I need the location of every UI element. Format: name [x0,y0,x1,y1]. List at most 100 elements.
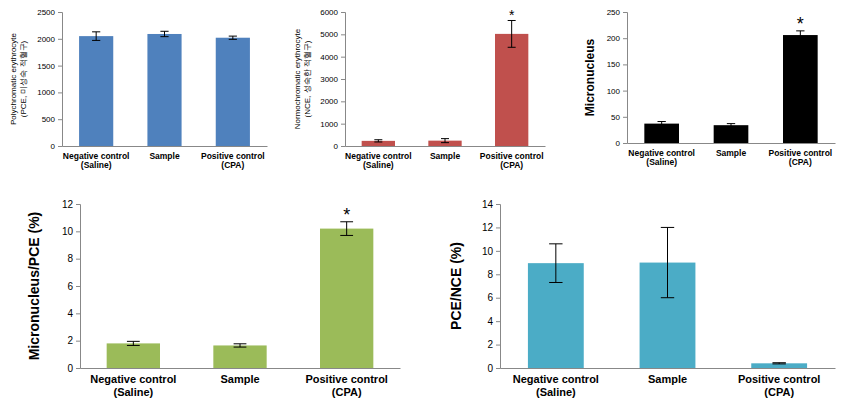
y-axis-line [58,13,63,147]
y-axis-line [76,205,81,369]
error-bar-stem [164,31,165,36]
y-tick-label: 12 [62,199,74,210]
y-tick: 0 [616,139,627,148]
error-bar [160,31,168,36]
bar [216,38,250,146]
x-axis-line [501,368,836,369]
x-axis: Negative control(Saline)SamplePositive c… [81,368,401,398]
x-tick-label: Positive control(CPA) [738,373,821,398]
y-tick: 2000 [320,97,345,106]
error-bar-cap [127,341,140,342]
y-tick-label: 2 [67,335,73,346]
error-bar-cap [727,126,735,127]
error-bar [658,122,666,126]
error-bar-cap [508,47,516,48]
error-bar-cap [160,31,168,32]
y-tick: 1000 [37,88,62,97]
x-axis: Negative control(Saline) Sample Positive c… [628,143,836,167]
y-tick-mark [341,146,345,147]
y-tick-label: 12 [482,222,494,233]
error-bar-cap [234,343,247,344]
y-tick-label: 8 [487,269,493,280]
x-axis: Negative control(Saline)SamplePositive c… [501,368,836,398]
error-bar [374,140,382,142]
y-tick-label: 250 [607,8,621,17]
y-axis-line [496,205,501,369]
x-tick-label: Sample [220,373,259,385]
error-bar [661,227,674,297]
y-tick-mark [623,91,627,92]
error-bar-stem [445,139,446,143]
y-tick-mark [58,39,62,40]
y-tick-mark [58,12,62,13]
plot-area [107,222,374,368]
y-tick: 4000 [320,53,345,62]
bar [644,124,679,143]
error-bar [549,244,562,283]
error-bar-cap [772,363,785,364]
x-tick: Sample [716,143,747,158]
y-tick-mark [58,92,62,93]
y-tick-mark [58,66,62,67]
figure: 05001000150020002500Negative control(Sal… [0,0,848,411]
y-tick: 6 [487,292,500,303]
x-tick-label: Positive control(CPA) [768,148,832,168]
y-tick: 8 [487,269,500,280]
y-tick-label: 6 [67,281,73,292]
y-tick: 0 [67,363,80,374]
x-tick: Positive control(CPA) [201,146,265,170]
y-tick-label: 0 [616,139,621,148]
y-tick: 0 [334,142,345,151]
error-bar-stem [555,244,556,283]
error-bar-cap [374,139,382,140]
y-tick-label: 0 [487,363,493,374]
y-axis: 02468101214 [482,199,501,374]
x-tick-label: Negative control(Saline) [90,373,176,398]
y-tick-mark [623,38,627,39]
x-tick-label: Sample [648,373,687,385]
error-bar-cap [92,40,100,41]
plot-area [644,31,817,143]
y-tick-label: 14 [482,199,494,210]
y-tick: 10 [482,246,500,257]
error-bar-stem [667,227,668,297]
y-tick: 10 [62,226,80,237]
error-bar-cap [160,36,168,37]
x-tick: Negative control(Saline) [628,143,695,167]
bar [362,141,395,146]
x-axis-line [63,146,268,147]
y-tick-label: 50 [611,113,620,122]
bar [320,229,373,368]
chart-panel: 024681012Negative control(Saline)SampleP… [62,199,401,398]
y-tick-label: 6000 [320,8,338,17]
y-tick-mark [341,34,345,35]
y-tick-label: 4 [487,316,493,327]
x-tick-label: Sample [149,151,180,161]
significance-marker: * [797,14,804,34]
y-tick: 5000 [320,30,345,39]
y-tick-mark [496,368,500,369]
error-bar-cap [661,297,674,298]
error-bar [441,139,449,143]
y-tick-label: 4 [67,308,73,319]
y-axis-line [341,13,346,147]
y-tick-label: 0 [334,142,339,151]
y-tick-mark [496,298,500,299]
y-tick-label: 2500 [37,8,55,17]
y-tick-label: 10 [482,246,494,257]
y-tick: 2000 [37,35,62,44]
error-bar-stem [96,32,97,41]
y-tick-label: 1000 [320,120,338,129]
y-tick: 100 [607,87,627,96]
bar [495,34,528,146]
x-axis: Negative control(Saline)SamplePositive c… [345,146,545,170]
y-tick-mark [623,143,627,144]
chart-panel: 05001000150020002500Negative control(Sal… [37,8,267,170]
x-tick-label: Sample [430,151,461,161]
y-tick: 1500 [37,62,62,71]
y-tick-mark [58,119,62,120]
y-tick: 200 [607,34,627,43]
bar [147,34,181,146]
y-tick-mark [341,12,345,13]
y-tick-mark [341,79,345,80]
